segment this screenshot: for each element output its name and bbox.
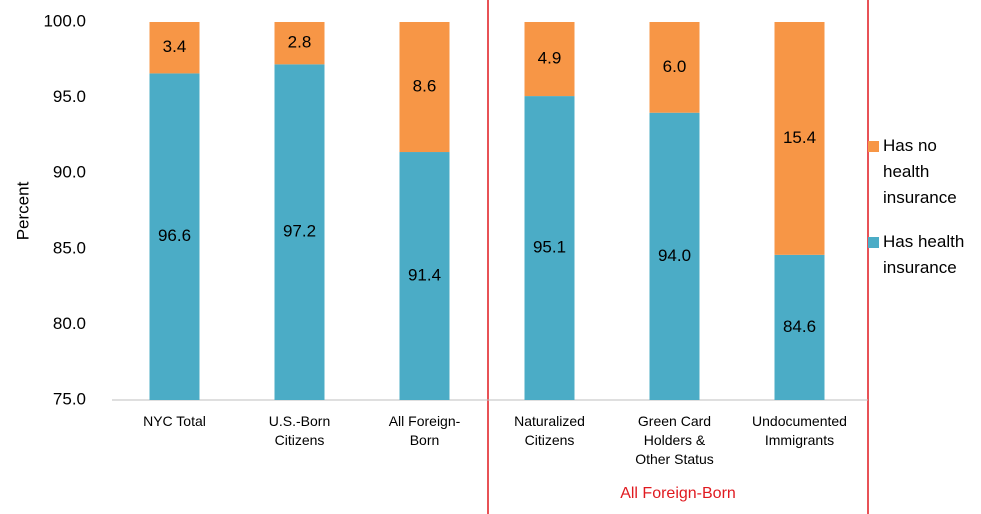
value-label: 95.1: [533, 238, 566, 257]
bar-segment: [399, 22, 450, 153]
bar-segment: [149, 22, 200, 74]
x-tick-label: Naturalized Citizens: [514, 413, 585, 448]
y-axis-label: Percent: [13, 181, 32, 240]
x-tick-label: All Foreign-Born: [388, 413, 461, 448]
x-tick-label: NYC Total: [143, 413, 206, 429]
value-label: 91.4: [408, 266, 441, 285]
bar-segment: [649, 22, 700, 113]
y-tick-label: 100.0: [43, 11, 86, 30]
legend-label: Has health insurance: [883, 232, 965, 277]
value-label: 4.9: [538, 49, 562, 68]
bar-segment: [524, 22, 575, 97]
x-tick-label: U.S.-Born Citizens: [268, 413, 331, 448]
value-label: 84.6: [783, 317, 816, 336]
highlight-box: [487, 0, 869, 514]
y-tick-label: 80.0: [53, 314, 86, 333]
x-tick-label: Undocumented Immigrants: [752, 413, 847, 448]
legend-swatch: [868, 237, 879, 248]
value-label: 2.8: [288, 33, 312, 52]
value-label: 15.4: [783, 128, 816, 147]
bar-segment: [649, 112, 700, 400]
value-label: 97.2: [283, 222, 316, 241]
y-tick-label: 85.0: [53, 238, 86, 257]
value-label: 8.6: [413, 77, 437, 96]
y-tick-label: 75.0: [53, 389, 86, 408]
legend-swatch: [868, 141, 879, 152]
bar-segment: [774, 22, 825, 255]
y-tick-label: 90.0: [53, 163, 86, 182]
bar-segment: [524, 96, 575, 400]
bar-segment: [274, 64, 325, 400]
value-label: 6.0: [663, 57, 687, 76]
value-label: 96.6: [158, 226, 191, 245]
bar-segment: [274, 22, 325, 65]
annotation: All Foreign-Born: [620, 485, 736, 502]
x-tick-label: Green Card Holders & Other Status: [635, 413, 714, 467]
y-tick-label: 95.0: [53, 87, 86, 106]
value-label: 94.0: [658, 246, 691, 265]
legend-label: Has no health insurance: [883, 136, 957, 207]
value-label: 3.4: [163, 37, 187, 56]
bar-segment: [399, 152, 450, 400]
bar-segment: [774, 254, 825, 400]
bar-segment: [149, 73, 200, 401]
